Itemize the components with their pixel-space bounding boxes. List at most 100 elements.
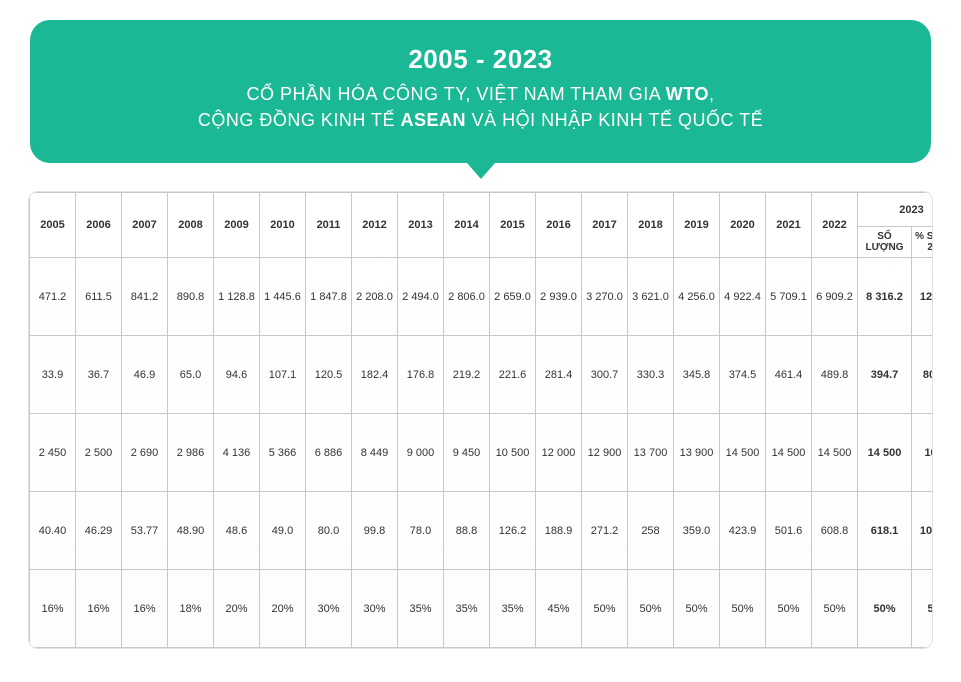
col-header-2014: 2014 (444, 193, 490, 258)
table-cell: 258 (628, 492, 674, 570)
table-cell: 182.4 (352, 336, 398, 414)
table-cell: 6 909.2 (812, 258, 858, 336)
table-cell: 13 700 (628, 414, 674, 492)
col-header-2007: 2007 (122, 193, 168, 258)
table-cell: 1 128.8 (214, 258, 260, 336)
table-cell: 2 208.0 (352, 258, 398, 336)
table-cell: 65.0 (168, 336, 214, 414)
table-cell: 608.8 (812, 492, 858, 570)
table-cell: 20% (214, 570, 260, 648)
table-cell: 1 847.8 (306, 258, 352, 336)
col-subheader-so-luong: SỐ LƯỢNG (858, 227, 912, 258)
table-row: 2 4502 5002 6902 9864 1365 3666 8868 449… (30, 414, 934, 492)
table-cell: 14 500 (720, 414, 766, 492)
table-cell: 2 659.0 (490, 258, 536, 336)
desc-part-1a: CỔ PHẦN HÓA CÔNG TY, VIỆT NAM THAM GIA (247, 84, 666, 104)
desc-part-2a: CỘNG ĐỒNG KINH TẾ (198, 110, 401, 130)
table-cell: 94.6 (214, 336, 260, 414)
table-cell: 16% (122, 570, 168, 648)
table-row: 471.2611.5841.2890.81 128.81 445.61 847.… (30, 258, 934, 336)
table-cell: 80.0 (306, 492, 352, 570)
table-header-row-years: 2005200620072008200920102011201220132014… (30, 193, 934, 227)
col-header-2005: 2005 (30, 193, 76, 258)
table-cell: 489.8 (812, 336, 858, 414)
table-cell: 5 709.1 (766, 258, 812, 336)
table-cell: 99.8 (352, 492, 398, 570)
table-cell: 890.8 (168, 258, 214, 336)
col-header-2017: 2017 (582, 193, 628, 258)
table-cell: 841.2 (122, 258, 168, 336)
desc-bold-wto: WTO (666, 84, 709, 104)
col-header-2012: 2012 (352, 193, 398, 258)
table-cell: 501.6 (766, 492, 812, 570)
table-cell: 2 690 (122, 414, 168, 492)
table-cell: 13 900 (674, 414, 720, 492)
table-cell: 611.5 (76, 258, 122, 336)
col-subheader-so-voi-2022: % SO VỚI 2022 (912, 227, 934, 258)
table-cell: 4 922.4 (720, 258, 766, 336)
table-cell: 50% (628, 570, 674, 648)
period-banner: 2005 - 2023 CỔ PHẦN HÓA CÔNG TY, VIỆT NA… (30, 20, 931, 163)
col-header-2018: 2018 (628, 193, 674, 258)
table-cell: 18% (168, 570, 214, 648)
table-cell: 1 445.6 (260, 258, 306, 336)
table-cell: 45% (536, 570, 582, 648)
table-cell: 35% (444, 570, 490, 648)
table-cell: 3 270.0 (582, 258, 628, 336)
table-cell: 126.2 (490, 492, 536, 570)
table-cell: 9 450 (444, 414, 490, 492)
table-cell: 48.90 (168, 492, 214, 570)
banner-pointer-icon (467, 163, 495, 179)
table-cell: 120.5 (306, 336, 352, 414)
table-cell: 36.7 (76, 336, 122, 414)
table-body: 471.2611.5841.2890.81 128.81 445.61 847.… (30, 258, 934, 648)
table-cell: 4 136 (214, 414, 260, 492)
table-cell: 281.4 (536, 336, 582, 414)
table-cell: 14 500 (766, 414, 812, 492)
table-cell: 78.0 (398, 492, 444, 570)
table-cell: 16% (30, 570, 76, 648)
table-cell: 88.8 (444, 492, 490, 570)
table-cell: 2 450 (30, 414, 76, 492)
col-header-2022: 2022 (812, 193, 858, 258)
col-header-2010: 2010 (260, 193, 306, 258)
table-cell: 374.5 (720, 336, 766, 414)
table-cell: 271.2 (582, 492, 628, 570)
col-header-2020: 2020 (720, 193, 766, 258)
table-cell: 2 494.0 (398, 258, 444, 336)
table-cell: 12 900 (582, 414, 628, 492)
table-cell-2023-pct: 100% (912, 414, 934, 492)
table-cell: 12 000 (536, 414, 582, 492)
table-cell: 50% (674, 570, 720, 648)
table-cell: 53.77 (122, 492, 168, 570)
table-cell: 50% (720, 570, 766, 648)
table-cell-2023-qty: 618.1 (858, 492, 912, 570)
table-cell-2023-qty: 8 316.2 (858, 258, 912, 336)
col-header-2011: 2011 (306, 193, 352, 258)
table-cell: 219.2 (444, 336, 490, 414)
table-cell: 461.4 (766, 336, 812, 414)
table-cell: 49.0 (260, 492, 306, 570)
table-cell: 2 500 (76, 414, 122, 492)
col-header-2008: 2008 (168, 193, 214, 258)
col-header-2009: 2009 (214, 193, 260, 258)
table-cell: 40.40 (30, 492, 76, 570)
col-header-2019: 2019 (674, 193, 720, 258)
table-cell-2023-qty: 14 500 (858, 414, 912, 492)
table-cell: 14 500 (812, 414, 858, 492)
table-cell: 30% (352, 570, 398, 648)
banner-description: CỔ PHẦN HÓA CÔNG TY, VIỆT NAM THAM GIA W… (60, 81, 901, 133)
desc-part-1b: , (709, 84, 715, 104)
col-header-2015: 2015 (490, 193, 536, 258)
col-header-2016: 2016 (536, 193, 582, 258)
table-cell-2023-pct: 50% (912, 570, 934, 648)
table-cell: 46.9 (122, 336, 168, 414)
table-cell: 2 939.0 (536, 258, 582, 336)
table-cell: 300.7 (582, 336, 628, 414)
table-cell-2023-qty: 394.7 (858, 336, 912, 414)
table-cell: 8 449 (352, 414, 398, 492)
table-cell: 3 621.0 (628, 258, 674, 336)
banner-year-range: 2005 - 2023 (60, 44, 901, 75)
data-table-container: 2005200620072008200920102011201220132014… (28, 191, 933, 649)
table-row: 16%16%16%18%20%20%30%30%35%35%35%45%50%5… (30, 570, 934, 648)
